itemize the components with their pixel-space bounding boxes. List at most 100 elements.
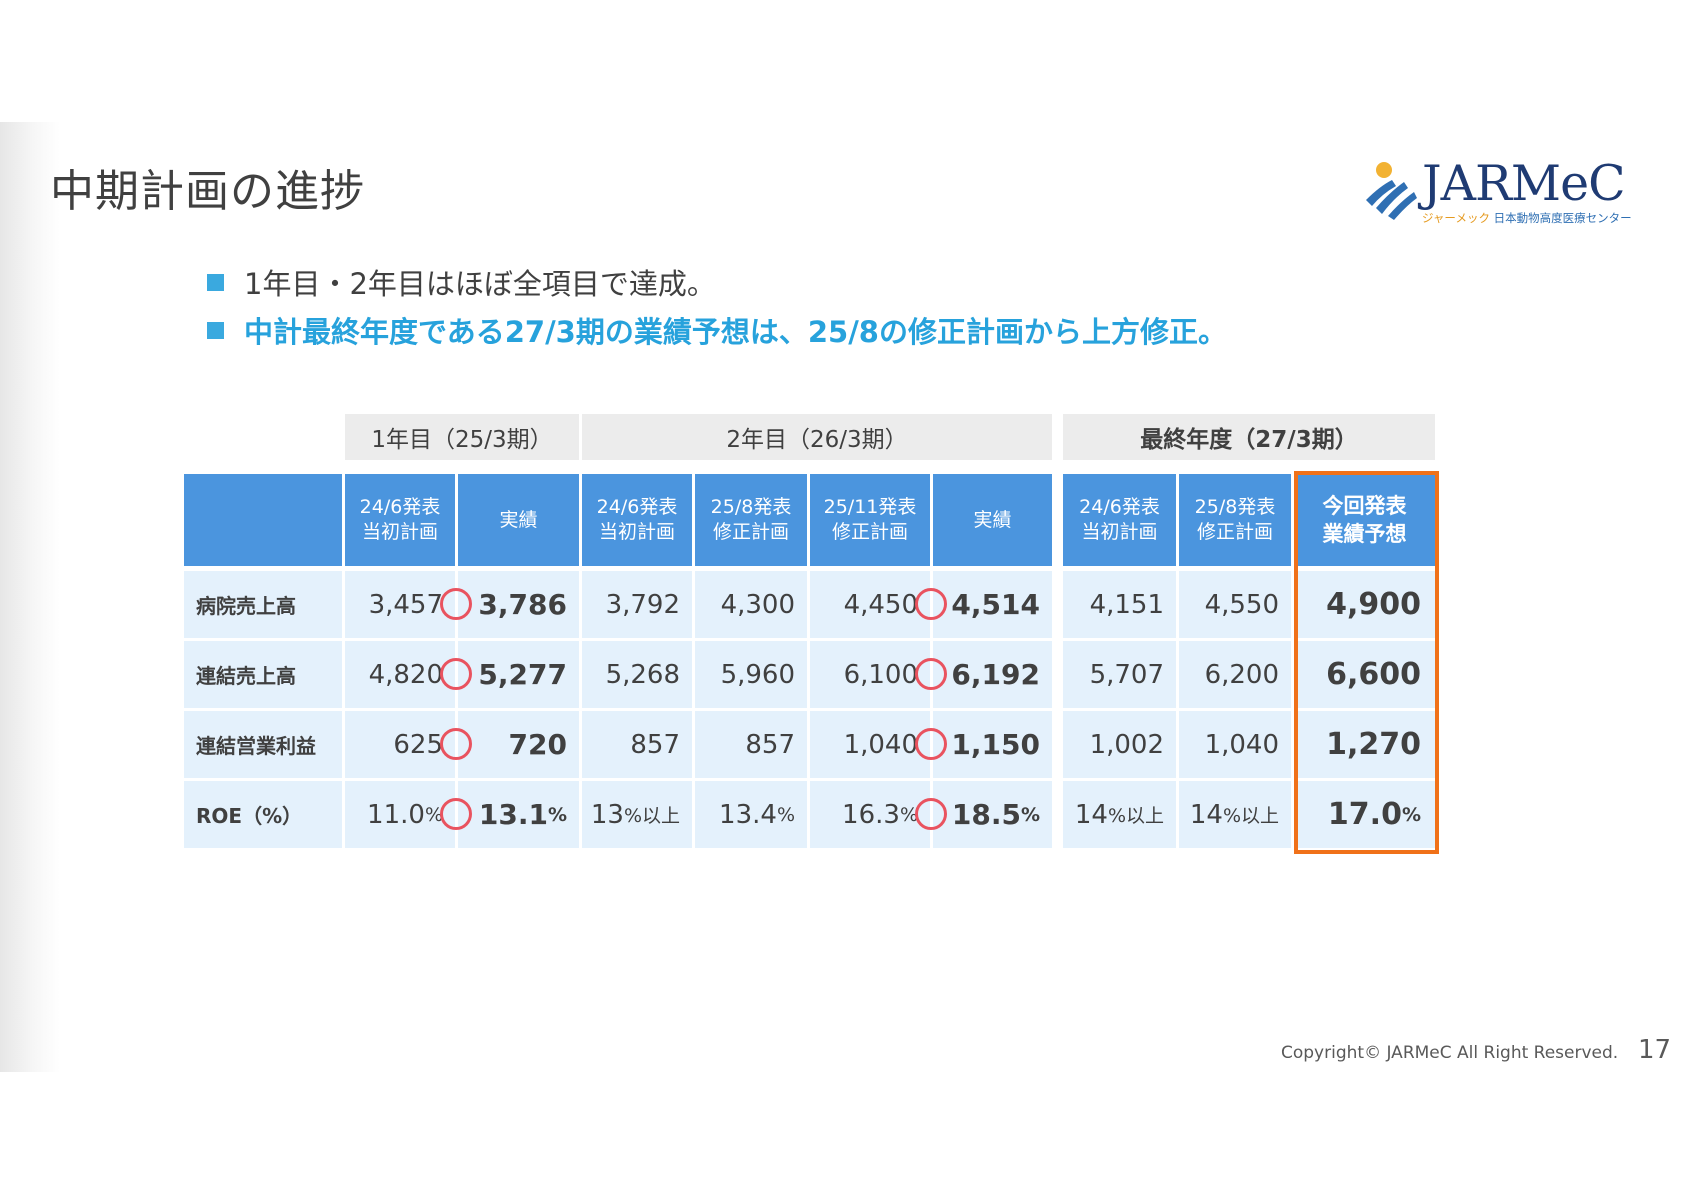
table-column-header: 24/6発表 当初計画 [582,474,692,566]
table-cell: 4,900 [1294,571,1435,638]
bullet-list: 1年目・2年目はほぼ全項目で達成。 中計最終年度である27/3期の業績予想は、2… [207,262,1227,350]
achieved-circle-icon [915,798,947,830]
cell-value: 5,960 [720,659,795,690]
table-group-header: 2年目（26/3期） [582,414,1052,460]
table-cell: 14 %以上 [1179,781,1291,848]
cell-value: 857 [745,729,795,760]
cell-value: 3,786 [478,588,567,621]
table-cell: 16.3% [810,781,930,848]
table-cell: 5,277 [458,641,579,708]
table-cell: 18.5% [933,781,1052,848]
table-cell: 11.0% [345,781,455,848]
cell-value: 4,550 [1204,589,1279,620]
cell-value: 3,457 [368,589,443,620]
table-cell: 13.1% [458,781,579,848]
table-header-corner [184,474,342,566]
cell-value: 1,270 [1326,727,1421,762]
table-column-header: 今回発表 業績予想 [1294,474,1435,566]
cell-value: 625 [393,729,443,760]
forecast-highlight-frame [1294,471,1439,854]
table-cell: 857 [695,711,807,778]
table-row-label: 連結売上高 [184,641,342,708]
cell-value: 14 [1074,799,1108,830]
table-column-header: 実績 [933,474,1052,566]
table-cell: 13 %以上 [582,781,692,848]
cell-value: 6,200 [1204,659,1279,690]
table-cell: 5,960 [695,641,807,708]
achieved-circle-icon [915,658,947,690]
logo-subtitle: ジャーメック 日本動物高度医療センター [1422,210,1632,226]
table-cell: 5,707 [1063,641,1176,708]
company-logo: JARMeC ジャーメック 日本動物高度医療センター [1362,158,1652,230]
table-column-header: 25/8発表 修正計画 [695,474,807,566]
table-cell: 4,550 [1179,571,1291,638]
cell-value: 1,040 [1204,729,1279,760]
page-title: 中期計画の進捗 [50,166,365,217]
achieved-circle-icon [440,728,472,760]
logo-sub-name: 日本動物高度医療センター [1493,211,1632,225]
cell-value: 3,792 [605,589,680,620]
cell-unit: % [899,803,918,826]
achieved-circle-icon [440,658,472,690]
cell-value: 6,600 [1326,657,1421,692]
table-cell: 1,040 [1179,711,1291,778]
cell-value: 1,150 [951,728,1040,761]
cell-value: 18.5 [951,798,1021,831]
table-column-header: 24/6発表 当初計画 [345,474,455,566]
left-edge-shade [0,122,60,1072]
table-cell: 4,151 [1063,571,1176,638]
table-cell: 625 [345,711,455,778]
cell-value: 4,900 [1326,587,1421,622]
cell-value: 1,040 [843,729,918,760]
cell-value: 5,268 [605,659,680,690]
table-column-header: 24/6発表 当初計画 [1063,474,1176,566]
table-cell: 14 %以上 [1063,781,1176,848]
table-group-header: 最終年度（27/3期） [1063,414,1435,460]
table-row-label: 病院売上高 [184,571,342,638]
table-cell: 4,450 [810,571,930,638]
logo-emblem-icon [1366,162,1417,220]
achieved-circle-icon [440,798,472,830]
cell-value: 720 [508,728,567,761]
bullet-square-icon [207,321,224,339]
cell-value: 13 [590,799,624,830]
cell-value: 5,707 [1089,659,1164,690]
cell-unit: % [1020,803,1040,826]
bullet-item: 中計最終年度である27/3期の業績予想は、25/8の修正計画から上方修正。 [207,310,1227,350]
table-cell: 4,820 [345,641,455,708]
cell-value: 6,192 [951,658,1040,691]
table-cell: 857 [582,711,692,778]
table-cell: 3,792 [582,571,692,638]
table-cell: 6,100 [810,641,930,708]
cell-value: 13.1 [478,798,548,831]
page-number: 17 [1638,1035,1672,1065]
cell-value: 1,002 [1089,729,1164,760]
cell-value: 4,514 [951,588,1040,621]
table-cell: 5,268 [582,641,692,708]
cell-value: 5,277 [478,658,567,691]
table-cell: 3,786 [458,571,579,638]
table-cell: 3,457 [345,571,455,638]
cell-unit: % [1401,803,1421,826]
cell-value: 16.3 [842,799,900,830]
bullet-text: 中計最終年度である27/3期の業績予想は、25/8の修正計画から上方修正。 [244,315,1227,349]
cell-unit: %以上 [623,805,680,827]
cell-unit: %以上 [1222,805,1279,827]
table-row-label: 連結営業利益 [184,711,342,778]
table-column-header: 25/8発表 修正計画 [1179,474,1291,566]
cell-value: 11.0 [367,799,425,830]
cell-unit: % [424,803,443,826]
bullet-item: 1年目・2年目はほぼ全項目で達成。 [207,262,1227,302]
table-cell: 1,040 [810,711,930,778]
table-cell: 6,600 [1294,641,1435,708]
copyright: Copyright© JARMeC All Right Reserved. [1281,1043,1619,1063]
achieved-circle-icon [440,588,472,620]
cell-value: 4,300 [720,589,795,620]
bullet-text: 1年目・2年目はほぼ全項目で達成。 [244,267,716,301]
cell-unit: % [547,803,567,826]
logo-wordmark: JARMeC [1422,155,1626,212]
cell-value: 17.0 [1327,797,1402,832]
cell-unit: %以上 [1107,805,1164,827]
cell-unit: % [776,803,795,826]
table-cell: 1,150 [933,711,1052,778]
